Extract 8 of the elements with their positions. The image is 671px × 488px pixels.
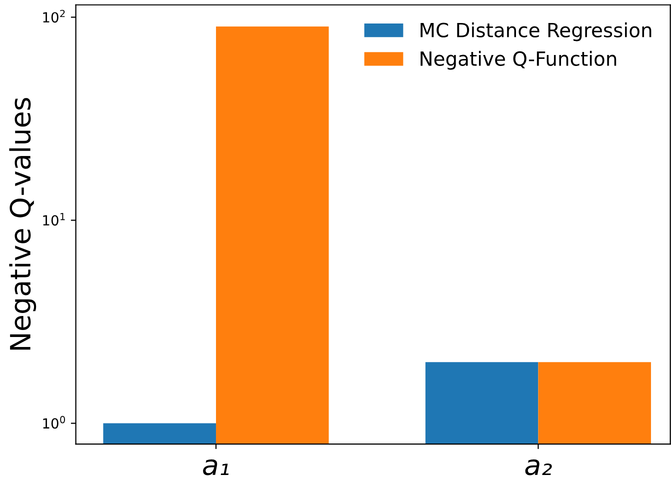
legend-label: Negative Q-Function <box>420 50 616 70</box>
y-tick-label: 10$^{2}$ <box>43 10 65 23</box>
x-tick-label: a₂ <box>525 459 552 476</box>
y-tick-label: 10$^{0}$ <box>43 416 65 429</box>
y-axis-title: Negative Q-values <box>9 98 36 350</box>
y-tick-label: 10$^{1}$ <box>43 213 65 226</box>
legend-label: MC Distance Regression <box>420 22 652 42</box>
x-tick-label: a₁ <box>203 459 229 476</box>
